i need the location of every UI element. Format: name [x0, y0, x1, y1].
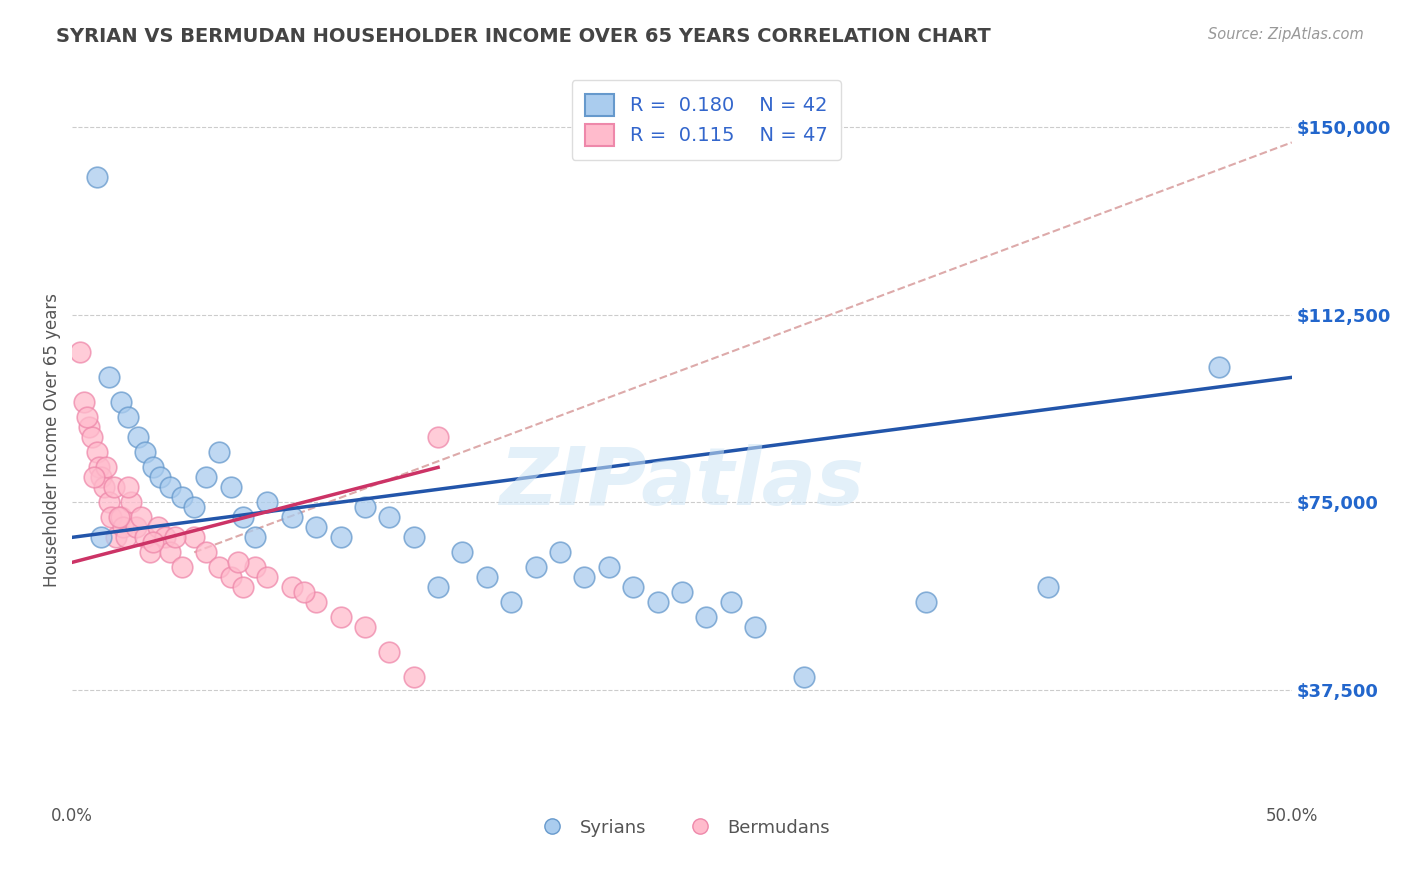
Point — [96, 460, 118, 475]
Point — [427, 430, 450, 444]
Point — [219, 480, 242, 494]
Point — [232, 580, 254, 594]
Point — [647, 595, 669, 609]
Point — [134, 530, 156, 544]
Point — [574, 570, 596, 584]
Text: SYRIAN VS BERMUDAN HOUSEHOLDER INCOME OVER 65 YEARS CORRELATION CHART: SYRIAN VS BERMUDAN HOUSEHOLDER INCOME OV… — [56, 27, 991, 45]
Point — [149, 470, 172, 484]
Point — [378, 510, 401, 524]
Point — [915, 595, 938, 609]
Point — [378, 645, 401, 659]
Point — [548, 545, 571, 559]
Point — [427, 580, 450, 594]
Point — [524, 560, 547, 574]
Point — [97, 370, 120, 384]
Point — [87, 460, 110, 475]
Point — [127, 430, 149, 444]
Point — [1208, 360, 1230, 375]
Point — [153, 530, 176, 544]
Point — [115, 530, 138, 544]
Point — [501, 595, 523, 609]
Point — [621, 580, 644, 594]
Point — [79, 420, 101, 434]
Point — [402, 670, 425, 684]
Point — [110, 395, 132, 409]
Point — [1036, 580, 1059, 594]
Y-axis label: Householder Income Over 65 years: Householder Income Over 65 years — [44, 293, 60, 587]
Point — [170, 560, 193, 574]
Point — [112, 520, 135, 534]
Point — [146, 520, 169, 534]
Point — [329, 610, 352, 624]
Point — [219, 570, 242, 584]
Point — [354, 620, 377, 634]
Legend: Syrians, Bermudans: Syrians, Bermudans — [527, 812, 837, 844]
Point — [105, 530, 128, 544]
Point — [671, 585, 693, 599]
Point — [159, 480, 181, 494]
Point — [124, 520, 146, 534]
Point — [243, 530, 266, 544]
Point — [183, 500, 205, 515]
Point — [451, 545, 474, 559]
Point — [110, 510, 132, 524]
Point — [744, 620, 766, 634]
Point — [170, 491, 193, 505]
Point — [80, 430, 103, 444]
Point — [256, 495, 278, 509]
Point — [232, 510, 254, 524]
Text: Source: ZipAtlas.com: Source: ZipAtlas.com — [1208, 27, 1364, 42]
Point — [475, 570, 498, 584]
Text: ZIPatlas: ZIPatlas — [499, 444, 865, 523]
Point — [120, 495, 142, 509]
Point — [720, 595, 742, 609]
Point — [305, 520, 328, 534]
Point — [73, 395, 96, 409]
Point — [83, 470, 105, 484]
Point — [107, 510, 129, 524]
Point — [329, 530, 352, 544]
Point — [97, 495, 120, 509]
Point — [207, 445, 229, 459]
Point — [142, 460, 165, 475]
Point — [76, 410, 98, 425]
Point — [142, 535, 165, 549]
Point — [195, 545, 218, 559]
Point — [305, 595, 328, 609]
Point — [100, 510, 122, 524]
Point — [695, 610, 717, 624]
Point — [163, 530, 186, 544]
Point — [281, 580, 304, 594]
Point — [195, 470, 218, 484]
Point — [183, 530, 205, 544]
Point — [129, 510, 152, 524]
Point — [69, 345, 91, 359]
Point — [354, 500, 377, 515]
Point — [281, 510, 304, 524]
Point — [243, 560, 266, 574]
Point — [159, 545, 181, 559]
Point — [226, 555, 249, 569]
Point — [86, 170, 108, 185]
Point — [207, 560, 229, 574]
Point — [117, 410, 139, 425]
Point — [93, 480, 115, 494]
Point — [117, 480, 139, 494]
Point — [90, 530, 112, 544]
Point — [103, 480, 125, 494]
Point — [793, 670, 815, 684]
Point — [86, 445, 108, 459]
Point — [134, 445, 156, 459]
Point — [598, 560, 620, 574]
Point — [90, 470, 112, 484]
Point — [256, 570, 278, 584]
Point — [292, 585, 315, 599]
Point — [402, 530, 425, 544]
Point — [139, 545, 162, 559]
